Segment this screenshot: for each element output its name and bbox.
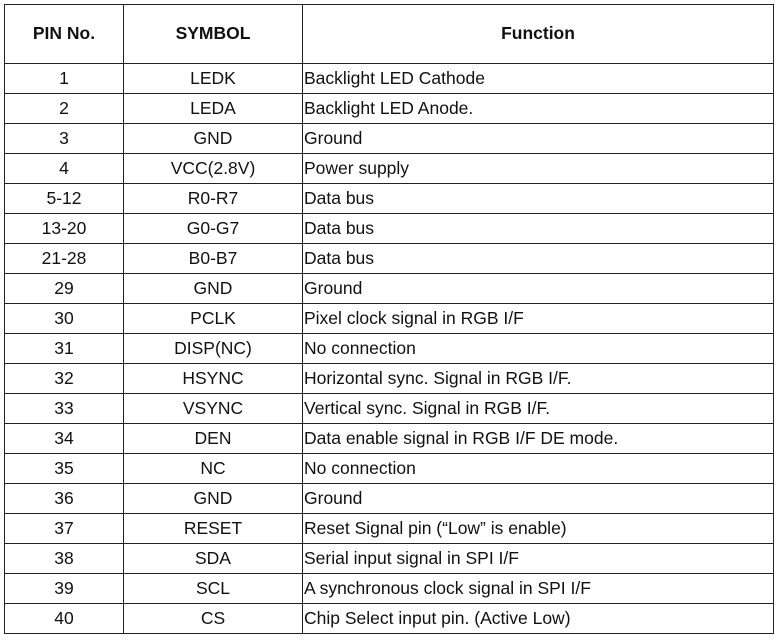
symbol-cell: GND bbox=[123, 273, 303, 304]
symbol-cell: LEDA bbox=[123, 93, 303, 124]
pin-cell: 2 bbox=[4, 93, 124, 124]
pin-cell: 39 bbox=[4, 573, 124, 604]
pin-cell: 30 bbox=[4, 303, 124, 334]
pin-cell: 38 bbox=[4, 543, 124, 574]
symbol-cell: PCLK bbox=[123, 303, 303, 334]
table-row: 31 DISP(NC) No connection bbox=[4, 333, 774, 364]
symbol-cell: R0-R7 bbox=[123, 183, 303, 214]
symbol-cell: GND bbox=[123, 483, 303, 514]
table-row: 13-20 G0-G7 Data bus bbox=[4, 213, 774, 244]
symbol-cell: DEN bbox=[123, 423, 303, 454]
table-row: 39 SCL A synchronous clock signal in SPI I… bbox=[4, 573, 774, 604]
pin-cell: 32 bbox=[4, 363, 124, 394]
function-cell: Horizontal sync. Signal in RGB I/F. bbox=[302, 363, 774, 394]
table-row: 2 LEDA Backlight LED Anode. bbox=[4, 93, 774, 124]
table-row: 3 GND Ground bbox=[4, 123, 774, 154]
table-row: 5-12 R0-R7 Data bus bbox=[4, 183, 774, 214]
symbol-cell: GND bbox=[123, 123, 303, 154]
function-cell: Ground bbox=[302, 483, 774, 514]
function-cell: Serial input signal in SPI I/F bbox=[302, 543, 774, 574]
symbol-cell: G0-G7 bbox=[123, 213, 303, 244]
table-row: 4 VCC(2.8V) Power supply bbox=[4, 153, 774, 184]
function-cell: Ground bbox=[302, 123, 774, 154]
symbol-cell: DISP(NC) bbox=[123, 333, 303, 364]
pin-cell: 36 bbox=[4, 483, 124, 514]
pin-cell: 21-28 bbox=[4, 243, 124, 274]
table-row: 1 LEDK Backlight LED Cathode bbox=[4, 63, 774, 94]
function-cell: Data enable signal in RGB I/F DE mode. bbox=[302, 423, 774, 454]
table-row: 38 SDA Serial input signal in SPI I/F bbox=[4, 543, 774, 574]
function-cell: Backlight LED Cathode bbox=[302, 63, 774, 94]
table-row: 29 GND Ground bbox=[4, 273, 774, 304]
table-row: 35 NC No connection bbox=[4, 453, 774, 484]
table-row: 40 CS Chip Select input pin. (Active Low) bbox=[4, 603, 774, 634]
function-cell: Reset Signal pin (“Low” is enable) bbox=[302, 513, 774, 544]
header-function: Function bbox=[302, 4, 774, 64]
symbol-cell: CS bbox=[123, 603, 303, 634]
table-row: 34 DEN Data enable signal in RGB I/F DE mo… bbox=[4, 423, 774, 454]
table-header-row: PIN No. SYMBOL Function bbox=[4, 4, 774, 64]
symbol-cell: LEDK bbox=[123, 63, 303, 94]
pin-cell: 29 bbox=[4, 273, 124, 304]
pin-cell: 31 bbox=[4, 333, 124, 364]
pin-cell: 1 bbox=[4, 63, 124, 94]
table-row: 30 PCLK Pixel clock signal in RGB I/F bbox=[4, 303, 774, 334]
pin-assignment-table: PIN No. SYMBOL Function 1 LEDK Backlight L… bbox=[4, 4, 774, 634]
symbol-cell: VCC(2.8V) bbox=[123, 153, 303, 184]
function-cell: Power supply bbox=[302, 153, 774, 184]
pin-cell: 34 bbox=[4, 423, 124, 454]
symbol-cell: SCL bbox=[123, 573, 303, 604]
function-cell: Chip Select input pin. (Active Low) bbox=[302, 603, 774, 634]
table-row: 21-28 B0-B7 Data bus bbox=[4, 243, 774, 274]
header-pin-no: PIN No. bbox=[4, 4, 124, 64]
symbol-cell: B0-B7 bbox=[123, 243, 303, 274]
function-cell: Vertical sync. Signal in RGB I/F. bbox=[302, 393, 774, 424]
symbol-cell: RESET bbox=[123, 513, 303, 544]
function-cell: Data bus bbox=[302, 213, 774, 244]
pin-cell: 13-20 bbox=[4, 213, 124, 244]
function-cell: Backlight LED Anode. bbox=[302, 93, 774, 124]
pin-cell: 5-12 bbox=[4, 183, 124, 214]
symbol-cell: NC bbox=[123, 453, 303, 484]
function-cell: Data bus bbox=[302, 183, 774, 214]
pin-cell: 40 bbox=[4, 603, 124, 634]
pin-cell: 37 bbox=[4, 513, 124, 544]
function-cell: Data bus bbox=[302, 243, 774, 274]
symbol-cell: HSYNC bbox=[123, 363, 303, 394]
symbol-cell: SDA bbox=[123, 543, 303, 574]
function-cell: A synchronous clock signal in SPI I/F bbox=[302, 573, 774, 604]
table-row: 37 RESET Reset Signal pin (“Low” is enable… bbox=[4, 513, 774, 544]
header-symbol: SYMBOL bbox=[123, 4, 303, 64]
function-cell: No connection bbox=[302, 453, 774, 484]
pin-cell: 4 bbox=[4, 153, 124, 184]
function-cell: Pixel clock signal in RGB I/F bbox=[302, 303, 774, 334]
table-row: 36 GND Ground bbox=[4, 483, 774, 514]
table-row: 32 HSYNC Horizontal sync. Signal in RGB I/… bbox=[4, 363, 774, 394]
pin-cell: 33 bbox=[4, 393, 124, 424]
symbol-cell: VSYNC bbox=[123, 393, 303, 424]
pin-cell: 35 bbox=[4, 453, 124, 484]
table-row: 33 VSYNC Vertical sync. Signal in RGB I/F. bbox=[4, 393, 774, 424]
function-cell: Ground bbox=[302, 273, 774, 304]
function-cell: No connection bbox=[302, 333, 774, 364]
pin-cell: 3 bbox=[4, 123, 124, 154]
